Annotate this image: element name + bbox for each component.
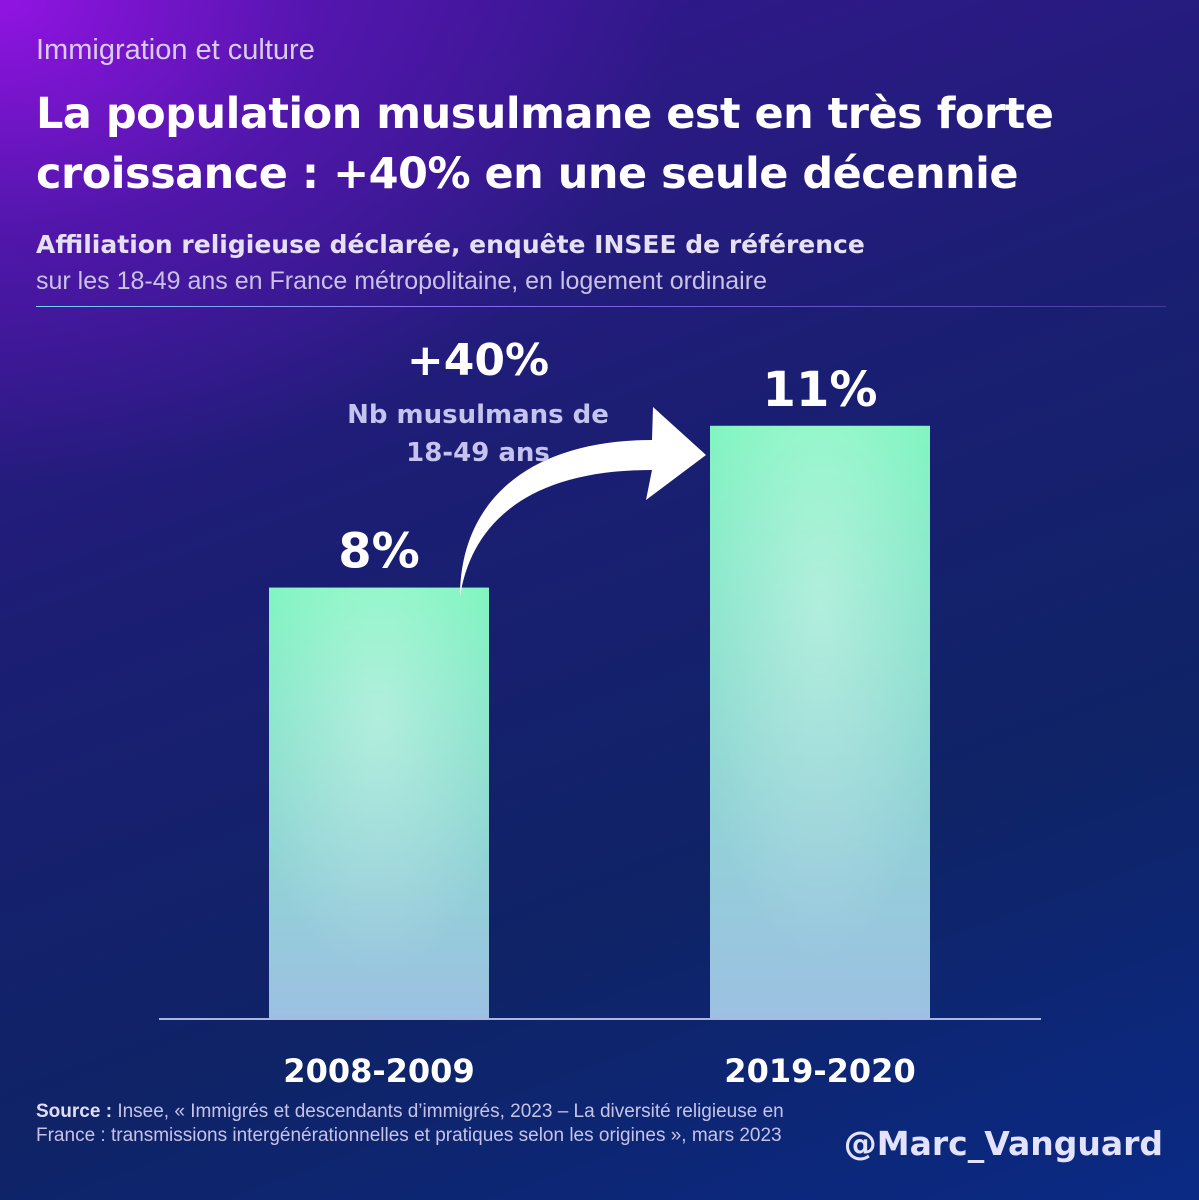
bar-highlight xyxy=(710,425,930,1019)
value-label: 11% xyxy=(763,362,878,418)
source-label: Source : xyxy=(36,1101,113,1122)
kicker: Immigration et culture xyxy=(36,34,315,66)
author-handle: @Marc_Vanguard xyxy=(843,1124,1163,1163)
value-label: 8% xyxy=(338,524,420,580)
chart-subtitle-scope: sur les 18-49 ans en France métropolitai… xyxy=(36,267,767,295)
growth-percentage: +40% xyxy=(406,335,550,386)
curved-arrow-icon xyxy=(460,407,706,597)
bar-highlight xyxy=(269,587,489,1019)
source-text: Insee, « Immigrés et descendants d’immig… xyxy=(36,1101,784,1146)
source-note: Source : Insee, « Immigrés et descendant… xyxy=(36,1100,826,1148)
header-divider xyxy=(36,306,1166,307)
category-label: 2019-2020 xyxy=(724,1052,915,1090)
page-title: La population musulmane est en très fort… xyxy=(36,89,1054,199)
growth-label: Nb musulmans de 18-49 ans xyxy=(347,400,609,468)
category-label: 2008-2009 xyxy=(283,1052,474,1090)
chart-subtitle: Affiliation religieuse déclarée, enquête… xyxy=(36,230,865,259)
